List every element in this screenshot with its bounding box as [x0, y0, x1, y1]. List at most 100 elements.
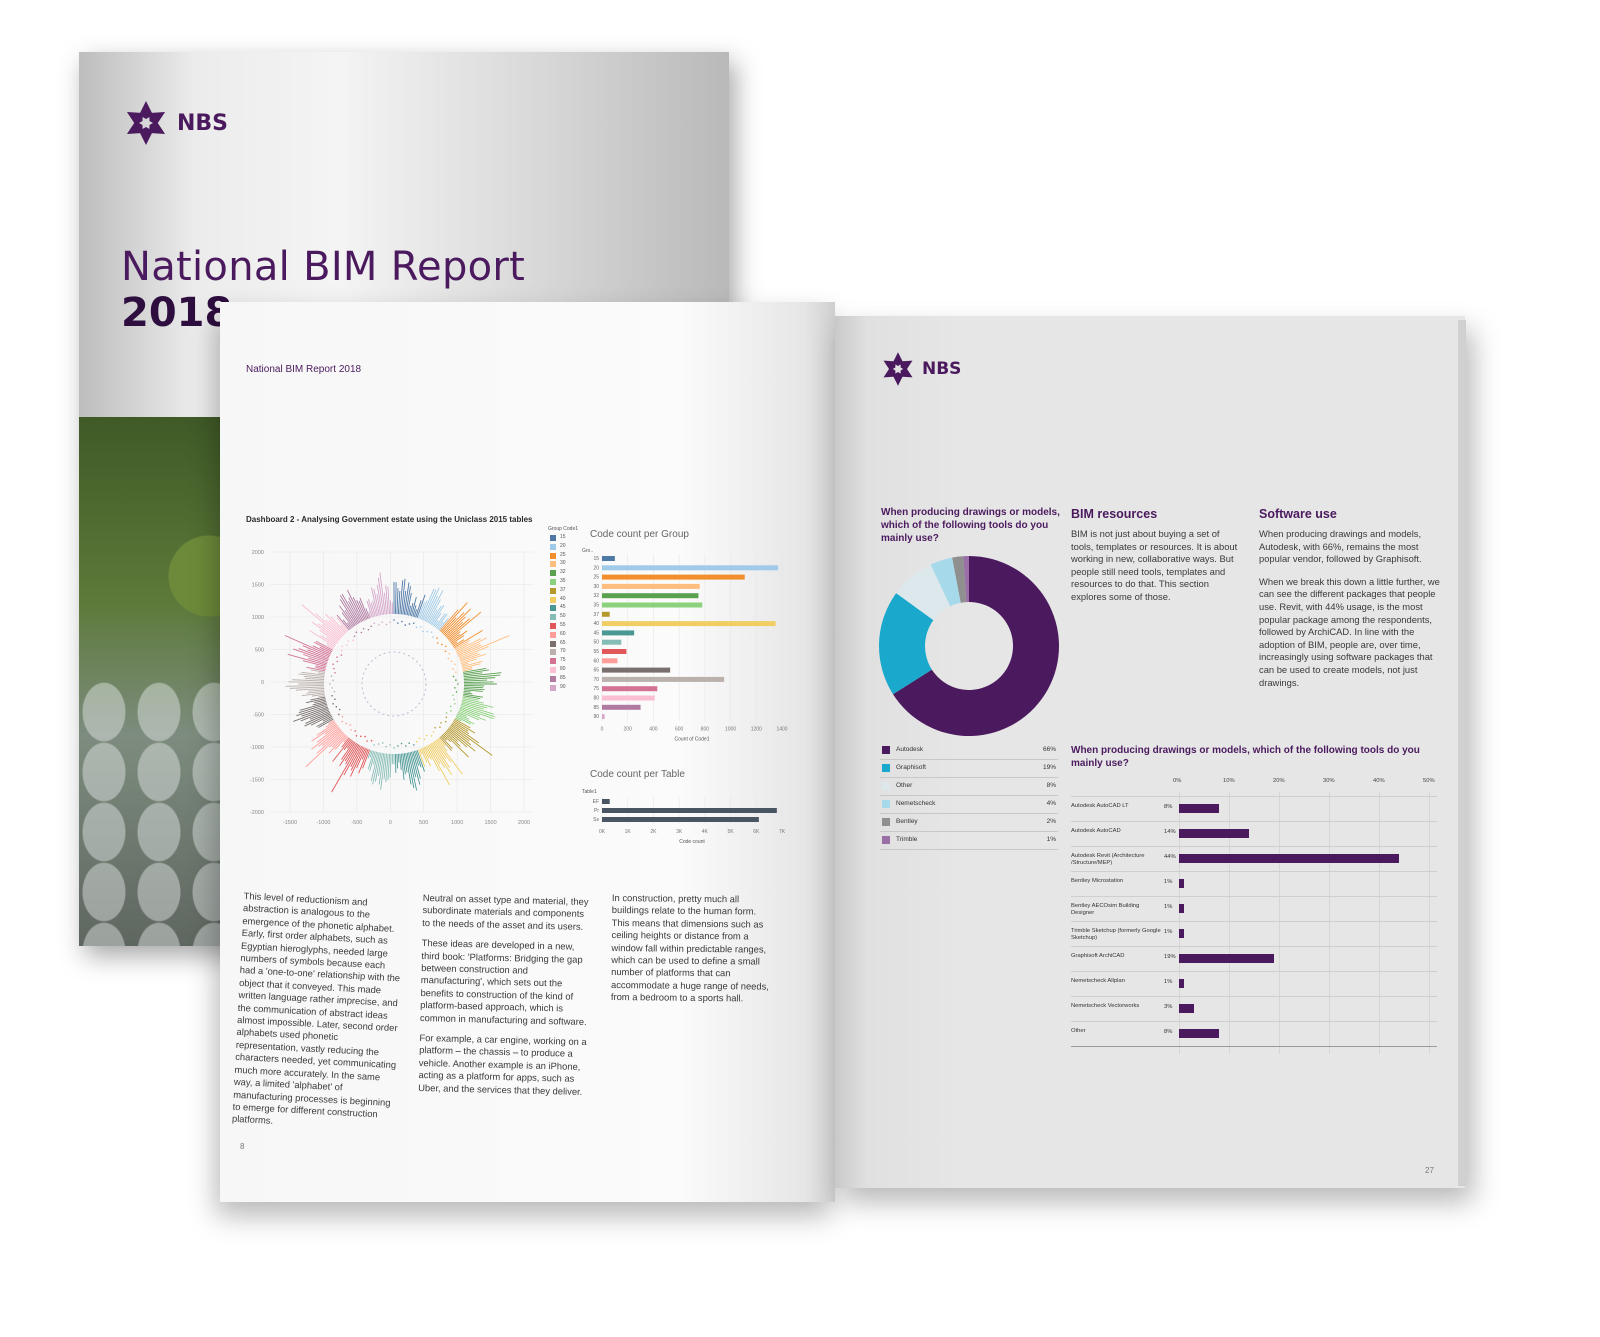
radial-spike: [417, 601, 425, 619]
bar-x-axis: 0% 10% 20% 30% 40% 50%: [1071, 778, 1437, 1054]
radial-spike: [307, 649, 330, 659]
radial-spike: [292, 679, 325, 682]
radial-dot: [373, 622, 376, 624]
table-chart-title: Code count per Table: [590, 769, 685, 780]
group-legend-label: 25: [560, 551, 566, 558]
radial-spike: [298, 703, 328, 714]
radial-spike: [463, 672, 502, 678]
radial-spike: [452, 641, 458, 646]
radial-spike: [346, 740, 354, 749]
bar-category-label: Bentley Microstation: [1071, 878, 1124, 884]
radial-spike: [310, 669, 326, 673]
bar-tick-label: 30%: [1323, 778, 1335, 784]
donut-slice-autodesk: [893, 556, 1059, 736]
bar-gridline: [1229, 792, 1230, 1054]
bar-gridline: [1379, 792, 1380, 1054]
radial-spike: [373, 588, 380, 616]
radial-spike: [334, 735, 348, 750]
radial-spike: [387, 586, 391, 615]
bar-baseline: [1071, 1046, 1437, 1047]
radial-spike: [408, 752, 418, 791]
bar: [1179, 804, 1219, 813]
radial-spike: [454, 718, 471, 729]
donut-legend-item: Other 8%: [880, 778, 1058, 796]
group-legend-label: 85: [560, 674, 566, 681]
radial-spike: [313, 641, 333, 652]
radial-spike: [339, 605, 355, 627]
group-x-tick: 400: [649, 726, 658, 732]
radial-dot: [455, 671, 457, 673]
legend-label: Trimble: [896, 836, 918, 843]
radial-spike: [410, 751, 421, 785]
radial-spike: [416, 749, 425, 772]
radial-spike: [439, 736, 452, 752]
radial-y-tick: 2000: [252, 550, 264, 556]
legend-value: 2%: [1046, 818, 1056, 825]
bar-category-label: Trimble Sketchup (formerly Google Sketch…: [1071, 928, 1161, 941]
legend-value: 19%: [1042, 764, 1056, 771]
radial-dot: [422, 630, 424, 633]
radial-spike: [315, 665, 326, 669]
group-bar: [602, 667, 671, 673]
radial-spike: [460, 705, 495, 718]
radial-spike: [350, 745, 362, 767]
radial-dot: [334, 698, 336, 700]
radial-spike: [325, 613, 346, 635]
group-bar: [602, 649, 627, 654]
group-legend-label: 20: [560, 542, 566, 549]
radial-dot: [418, 737, 421, 740]
group-y-tick: 40: [593, 621, 599, 627]
left-page: National BIM Report 2018 Dashboard 2 - A…: [220, 302, 835, 1202]
radial-spike: [308, 689, 325, 692]
bar-row: Nemetscheck Vectorworks 3%: [1071, 996, 1437, 1022]
group-legend-label: 75: [560, 657, 566, 664]
donut-slice-other: [896, 564, 951, 621]
radial-dot: [454, 702, 456, 705]
radial-spike: [453, 719, 476, 734]
radial-spike: [460, 653, 486, 663]
radial-spike: [423, 587, 440, 621]
cover-logo-text: NBS: [177, 110, 229, 136]
radial-dot: [389, 621, 391, 623]
radial-spike: [455, 717, 462, 722]
radial-dot: [393, 619, 395, 621]
radial-dot: [350, 729, 352, 731]
radial-spike: [289, 686, 325, 689]
radial-spike: [439, 609, 459, 632]
radial-spike: [366, 601, 373, 618]
radial-dot: [445, 712, 448, 714]
legend-swatch: [882, 836, 890, 844]
group-y-tick: 55: [593, 649, 599, 655]
radial-y-tick: 500: [255, 648, 264, 654]
radial-spike: [339, 595, 359, 625]
radial-spike: [451, 635, 465, 645]
donut-legend-item: Trimble 1%: [880, 832, 1058, 850]
radial-spike: [303, 654, 328, 663]
body-column-1: This level of reductionism and abstracti…: [231, 890, 406, 1142]
group-bar: [602, 556, 615, 561]
radial-spike: [437, 738, 448, 752]
donut-legend-item: Nemetscheck 4%: [880, 796, 1058, 814]
radial-spike: [358, 600, 368, 620]
radial-dot: [430, 734, 433, 737]
radial-dot: [335, 706, 338, 708]
right-page: NBS When producing drawings or models, w…: [835, 316, 1465, 1188]
radial-spike: [332, 738, 351, 762]
radial-spike: [326, 636, 337, 645]
group-chart-title: Code count per Group: [590, 529, 689, 540]
radial-spike: [370, 587, 379, 616]
radial-spike: [339, 599, 357, 626]
table-x-tick: 0K: [599, 829, 606, 835]
legend-swatch: [882, 764, 890, 772]
table-bar: [602, 808, 777, 813]
radial-dot: [453, 698, 455, 701]
radial-spike: [445, 730, 459, 742]
radial-spike: [365, 608, 371, 619]
radial-spike: [310, 714, 332, 726]
radial-dot: [370, 739, 373, 742]
radial-spike: [390, 600, 392, 615]
radial-spike: [374, 752, 382, 782]
radial-spike: [460, 703, 494, 715]
bar-value-label: 44%: [1164, 854, 1176, 860]
group-legend-label: 65: [560, 639, 566, 646]
